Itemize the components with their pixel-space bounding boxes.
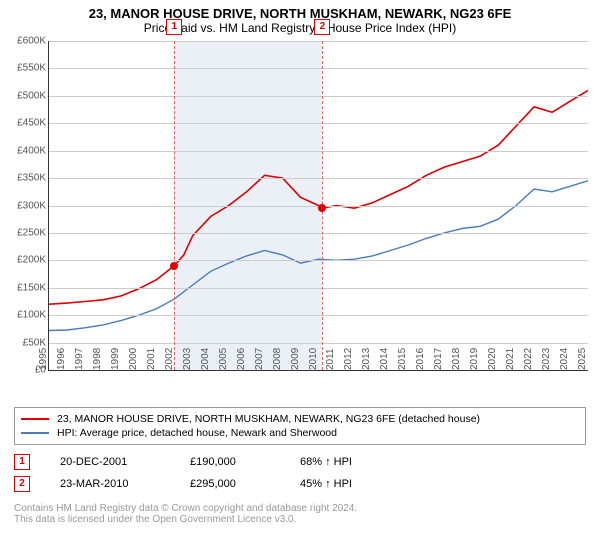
y-tick-label: £50K [4, 337, 46, 348]
x-tick-label: 2018 [451, 348, 456, 370]
x-tick-label: 2015 [397, 348, 402, 370]
x-tick-label: 2002 [164, 348, 169, 370]
footer-line: This data is licensed under the Open Gov… [14, 514, 586, 525]
legend-item: 23, MANOR HOUSE DRIVE, NORTH MUSKHAM, NE… [21, 412, 579, 426]
footer: Contains HM Land Registry data © Crown c… [14, 503, 586, 525]
event-price: £190,000 [190, 456, 270, 468]
chart-event-marker: 2 [314, 19, 330, 35]
x-tick-label: 2020 [487, 348, 492, 370]
events-table: 1 20-DEC-2001 £190,000 68% ↑ HPI 2 23-MA… [14, 451, 586, 495]
y-tick-label: £400K [4, 145, 46, 156]
y-tick-label: £100K [4, 310, 46, 321]
x-tick-label: 2000 [128, 348, 133, 370]
x-tick-label: 1995 [38, 348, 43, 370]
x-tick-label: 2025 [577, 348, 582, 370]
x-tick-label: 2001 [146, 348, 151, 370]
x-tick-label: 2013 [361, 348, 366, 370]
y-tick-label: £350K [4, 173, 46, 184]
x-tick-label: 2009 [289, 348, 294, 370]
legend-item: HPI: Average price, detached house, Newa… [21, 426, 579, 440]
chart-container: 23, MANOR HOUSE DRIVE, NORTH MUSKHAM, NE… [0, 0, 600, 560]
event-marker: 2 [14, 476, 30, 492]
event-row: 1 20-DEC-2001 £190,000 68% ↑ HPI [14, 451, 586, 473]
event-marker: 1 [14, 454, 30, 470]
event-date: 23-MAR-2010 [60, 478, 160, 490]
x-tick-label: 2010 [307, 348, 312, 370]
y-tick-label: £550K [4, 63, 46, 74]
x-tick-label: 2016 [415, 348, 420, 370]
y-tick-label: £250K [4, 227, 46, 238]
x-tick-label: 2022 [523, 348, 528, 370]
x-tick-label: 1997 [74, 348, 79, 370]
y-tick-label: £600K [4, 36, 46, 47]
event-delta: 45% ↑ HPI [300, 478, 352, 490]
event-date: 20-DEC-2001 [60, 456, 160, 468]
legend-swatch [21, 432, 49, 434]
x-tick-label: 2023 [541, 348, 546, 370]
x-tick-label: 2011 [326, 348, 331, 370]
x-tick-label: 1999 [110, 348, 115, 370]
y-tick-label: £200K [4, 255, 46, 266]
chart-title: 23, MANOR HOUSE DRIVE, NORTH MUSKHAM, NE… [0, 0, 600, 21]
chart-area: £0£50K£100K£150K£200K£250K£300K£350K£400… [48, 41, 588, 401]
chart-subtitle: Price paid vs. HM Land Registry's House … [0, 21, 600, 41]
x-tick-label: 2014 [379, 348, 384, 370]
x-tick-label: 2006 [236, 348, 241, 370]
legend-label: HPI: Average price, detached house, Newa… [57, 427, 337, 439]
y-tick-label: £300K [4, 200, 46, 211]
x-tick-label: 1998 [92, 348, 97, 370]
event-price: £295,000 [190, 478, 270, 490]
legend: 23, MANOR HOUSE DRIVE, NORTH MUSKHAM, NE… [14, 407, 586, 445]
x-tick-label: 2003 [182, 348, 187, 370]
x-tick-label: 2007 [253, 348, 258, 370]
x-tick-label: 2017 [433, 348, 438, 370]
y-tick-label: £450K [4, 118, 46, 129]
x-tick-label: 2024 [559, 348, 564, 370]
legend-swatch [21, 418, 49, 420]
y-tick-label: £150K [4, 282, 46, 293]
plot-area: £0£50K£100K£150K£200K£250K£300K£350K£400… [48, 41, 588, 371]
legend-label: 23, MANOR HOUSE DRIVE, NORTH MUSKHAM, NE… [57, 413, 480, 425]
x-tick-label: 2008 [271, 348, 276, 370]
x-tick-label: 2012 [343, 348, 348, 370]
x-tick-label: 2019 [469, 348, 474, 370]
footer-line: Contains HM Land Registry data © Crown c… [14, 503, 586, 514]
x-tick-label: 2005 [218, 348, 223, 370]
chart-event-marker: 1 [166, 19, 182, 35]
x-tick-label: 2021 [505, 348, 510, 370]
event-row: 2 23-MAR-2010 £295,000 45% ↑ HPI [14, 473, 586, 495]
event-delta: 68% ↑ HPI [300, 456, 352, 468]
x-tick-label: 1996 [56, 348, 61, 370]
y-tick-label: £500K [4, 90, 46, 101]
x-tick-label: 2004 [200, 348, 205, 370]
